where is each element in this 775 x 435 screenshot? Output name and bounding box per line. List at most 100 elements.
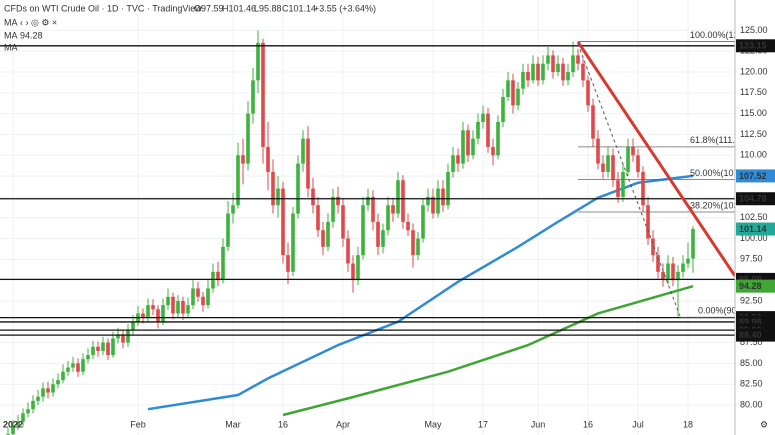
- y-tick-label: 125.00: [740, 25, 768, 35]
- candle-body: [96, 346, 100, 351]
- candle-body: [671, 263, 675, 281]
- candle-body: [171, 296, 175, 314]
- candle-body: [431, 196, 435, 214]
- moving-average: [282, 284, 694, 417]
- legend-ma[interactable]: MA: [4, 17, 18, 27]
- candle-body: [236, 155, 240, 206]
- y-tick-label: 102.50: [740, 212, 768, 222]
- ohlc-open: O97.59: [194, 3, 224, 13]
- candle-body: [656, 255, 660, 272]
- price-tag-label: 101.14: [739, 224, 767, 234]
- candle-body: [336, 196, 340, 206]
- candle-body: [476, 121, 480, 139]
- axis: 80.0082.5085.0087.5090.0092.5095.0097.50…: [3, 25, 775, 429]
- candle-body: [126, 330, 130, 343]
- candle-body: [331, 196, 335, 222]
- candle-body: [256, 42, 260, 81]
- x-tick-label: 18: [683, 419, 693, 429]
- candle-body: [201, 296, 205, 306]
- candle-body: [586, 80, 590, 106]
- candle-body: [366, 196, 370, 206]
- candle-body: [226, 213, 230, 247]
- level-tag: [736, 192, 775, 206]
- y-tick-label: 85.00: [740, 358, 763, 368]
- x-tick-label: Mar: [225, 419, 241, 429]
- candle-body: [461, 130, 465, 164]
- y-tick-label: 117.50: [740, 87, 767, 97]
- candle-body: [66, 367, 70, 372]
- candle-body: [81, 359, 85, 372]
- candle-body: [121, 334, 125, 343]
- candle-body: [301, 138, 305, 164]
- candle-body: [541, 63, 545, 81]
- level-tag-label: 95.09: [739, 274, 762, 284]
- candle-body: [101, 342, 105, 351]
- fib-label: 61.8%(111.01): [690, 135, 748, 145]
- legend-icons[interactable]: ‹ › ◎ ⚙ ×: [20, 17, 57, 27]
- settings-icon[interactable]: ⚙: [760, 419, 768, 429]
- candle-body: [681, 263, 685, 272]
- x-tick-label: 2022: [3, 419, 23, 429]
- candle-body: [386, 205, 390, 231]
- candle-body: [276, 188, 280, 206]
- candle-body: [16, 421, 20, 426]
- candle-body: [266, 146, 270, 172]
- ohlc-close: C101.14: [282, 3, 316, 13]
- candle-body: [486, 113, 490, 147]
- grid: [0, 0, 735, 435]
- candle-body: [306, 138, 310, 189]
- x-tick-label: 17: [478, 419, 488, 429]
- x-tick-label: May: [424, 419, 442, 429]
- candle-body: [321, 230, 325, 247]
- legend-ma[interactable]: MA: [4, 30, 18, 40]
- candle-body: [356, 255, 360, 281]
- candle-body: [281, 188, 285, 256]
- legend-ma-hidden[interactable]: MA: [4, 42, 18, 52]
- candle-body: [381, 230, 385, 247]
- candle-body: [371, 196, 375, 222]
- candle-body: [291, 213, 295, 272]
- candle-body: [111, 338, 115, 356]
- level-tag-label: 123.15: [739, 41, 767, 51]
- candle-body: [176, 300, 180, 314]
- candle-body: [561, 63, 565, 81]
- candle-body: [536, 63, 540, 81]
- candle-body: [466, 130, 470, 156]
- candle-body: [11, 425, 15, 435]
- x-tick-label: Feb: [130, 419, 146, 429]
- plot: 100.00%(123.66) 61.8%(111.01) 50.00%(107.1…: [0, 30, 759, 435]
- candle-body: [401, 180, 405, 222]
- candle-body: [686, 258, 690, 264]
- candle-body: [106, 342, 110, 356]
- candle-body: [496, 121, 500, 156]
- candle-body: [296, 163, 300, 214]
- candle-body: [636, 155, 640, 172]
- candle-body: [411, 230, 415, 256]
- title: CFDs on WTI Crude Oil · 1D · TVC · Tradi…: [4, 3, 202, 13]
- candle-body: [191, 288, 195, 306]
- candle-body: [231, 205, 235, 214]
- candle-body: [151, 305, 155, 310]
- candle-body: [46, 388, 50, 393]
- candle-body: [36, 396, 40, 401]
- y-tick-label: 110.00: [740, 150, 767, 160]
- candle-body: [271, 171, 275, 206]
- candle-body: [206, 288, 210, 306]
- candle-body: [406, 221, 410, 231]
- candle-body: [606, 155, 610, 172]
- candle-body: [51, 384, 55, 393]
- candle-body: [471, 138, 475, 156]
- candle-body: [341, 205, 345, 239]
- x-tick-label: 16: [278, 419, 288, 429]
- candle-body: [421, 205, 425, 239]
- ohlc-low: L95.88: [254, 3, 282, 13]
- candle-body: [501, 96, 505, 122]
- candle-body: [456, 155, 460, 164]
- candle-body: [426, 196, 430, 206]
- fib-label: 50.00%(107.10): [690, 168, 754, 178]
- candle-body: [436, 188, 440, 214]
- fib-label: 100.00%(123.66): [690, 30, 759, 40]
- candle-body: [286, 255, 290, 272]
- ohlc-high: H101.46: [222, 3, 256, 13]
- candle-body: [61, 371, 65, 381]
